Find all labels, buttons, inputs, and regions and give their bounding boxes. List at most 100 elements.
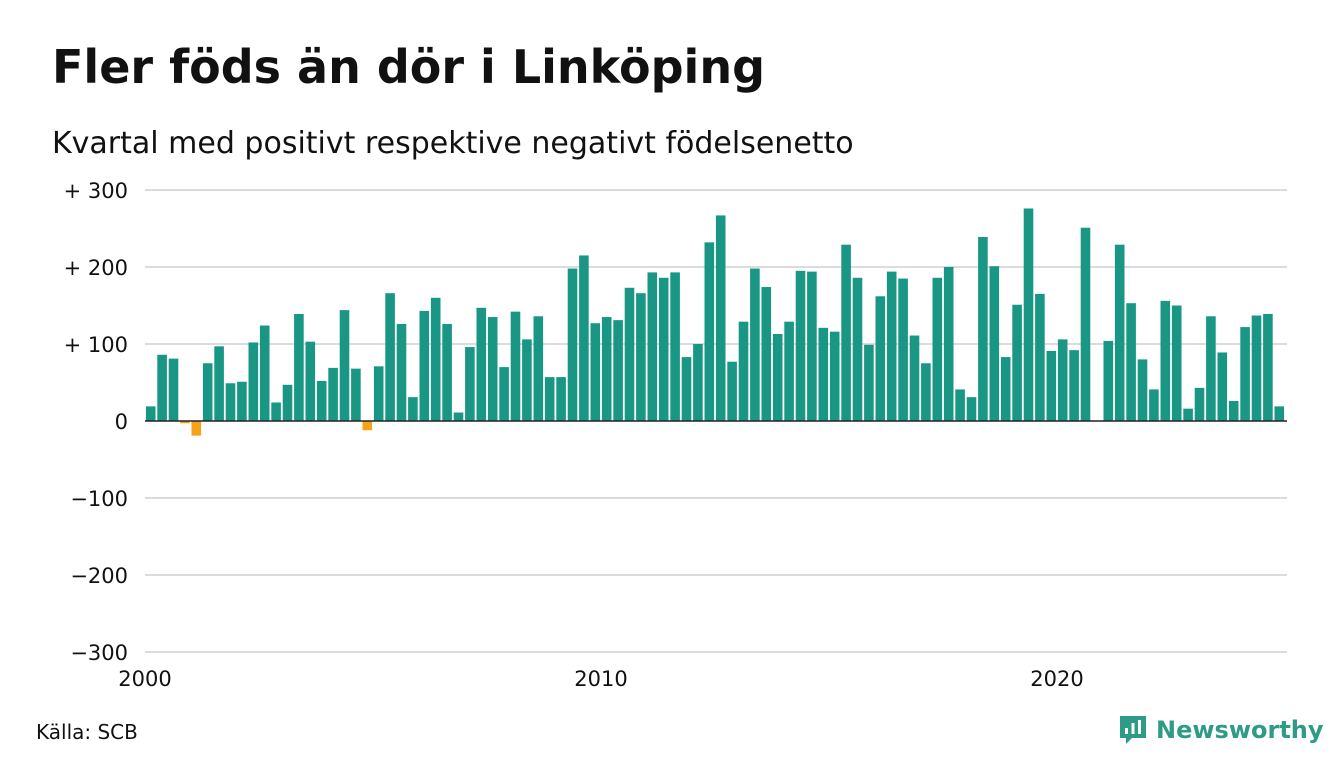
bar <box>989 266 1000 421</box>
bar <box>966 397 977 421</box>
bar <box>681 357 692 421</box>
bar <box>590 323 601 421</box>
bar <box>1035 293 1045 421</box>
x-tick-label: 2000 <box>118 667 171 691</box>
bar <box>1103 340 1114 421</box>
bar <box>510 311 521 421</box>
bar <box>1251 315 1262 421</box>
bar <box>1263 313 1273 421</box>
bar <box>613 320 623 421</box>
brand[interactable]: Newsworthy <box>1118 714 1324 746</box>
bar <box>567 268 578 421</box>
bar <box>818 327 829 421</box>
bar <box>145 406 156 421</box>
bar <box>1137 359 1148 421</box>
bar <box>829 331 840 421</box>
bar <box>658 277 669 421</box>
bar <box>339 310 350 421</box>
x-tick-label: 2010 <box>574 667 627 691</box>
bar <box>1206 316 1216 421</box>
y-tick-label: + 200 <box>64 256 128 280</box>
bar <box>978 236 988 421</box>
bar <box>180 421 190 424</box>
bar <box>305 341 316 421</box>
bar <box>932 277 943 421</box>
bars <box>145 208 1285 436</box>
bar <box>487 317 498 421</box>
bar <box>1217 352 1228 421</box>
bar <box>157 354 167 421</box>
bar <box>202 363 213 421</box>
bar <box>1171 305 1182 421</box>
bar <box>1012 304 1022 421</box>
bar <box>419 310 430 421</box>
bar <box>168 358 179 421</box>
bar <box>1194 387 1205 421</box>
bar <box>259 325 270 421</box>
y-tick-label: −100 <box>70 487 128 511</box>
bar <box>442 323 452 421</box>
bar <box>362 421 373 431</box>
bar <box>544 377 555 421</box>
bar <box>237 381 247 421</box>
bar <box>1228 400 1239 421</box>
bar <box>1080 227 1091 421</box>
bar <box>294 313 304 421</box>
bar <box>636 293 646 421</box>
bar <box>1114 244 1125 421</box>
bar <box>282 384 293 421</box>
y-tick-label: −300 <box>70 641 128 665</box>
bar <box>784 321 794 421</box>
bar <box>385 293 395 421</box>
bar <box>1023 208 1034 421</box>
bar <box>1240 327 1250 421</box>
bar <box>1274 406 1285 421</box>
y-tick-labels: + 300 + 200 + 100 0 −100 −200 −300 <box>64 179 128 665</box>
bar <box>191 421 202 436</box>
bar <box>1069 350 1079 421</box>
newsworthy-logo-icon <box>1120 716 1146 744</box>
bar <box>533 316 544 421</box>
bar <box>373 366 384 421</box>
bar <box>875 296 886 421</box>
bar <box>864 344 874 421</box>
bar <box>624 287 635 421</box>
source-note: Källa: SCB <box>36 720 138 744</box>
bar <box>328 367 338 421</box>
bar <box>316 380 327 421</box>
bar <box>396 323 407 421</box>
bar <box>852 277 863 421</box>
bar <box>214 346 224 421</box>
bar <box>1126 303 1136 421</box>
bar <box>693 344 703 421</box>
bar <box>465 347 475 421</box>
brand-name: Newsworthy <box>1156 716 1324 744</box>
y-tick-label: −200 <box>70 564 128 588</box>
y-tick-label: + 300 <box>64 179 128 203</box>
bar <box>750 268 760 421</box>
bar <box>408 397 418 421</box>
bar <box>351 368 361 421</box>
bar <box>841 244 851 421</box>
x-tick-label: 2020 <box>1030 667 1083 691</box>
bar <box>1046 350 1057 421</box>
bar <box>556 377 566 421</box>
bar <box>795 270 806 421</box>
chart-title: Fler föds än dör i Linköping <box>52 40 765 94</box>
bar <box>1149 389 1159 421</box>
bar <box>761 287 772 421</box>
bar <box>1160 300 1171 421</box>
bar <box>955 389 965 421</box>
bar <box>909 335 920 421</box>
bar <box>1000 357 1011 421</box>
bar <box>670 272 680 421</box>
bar <box>271 402 281 421</box>
bar <box>921 363 931 421</box>
bar <box>943 267 954 421</box>
bar <box>579 255 589 421</box>
bar <box>772 333 783 421</box>
y-tick-label: 0 <box>115 410 128 434</box>
bar <box>727 361 737 421</box>
bar <box>248 342 259 421</box>
